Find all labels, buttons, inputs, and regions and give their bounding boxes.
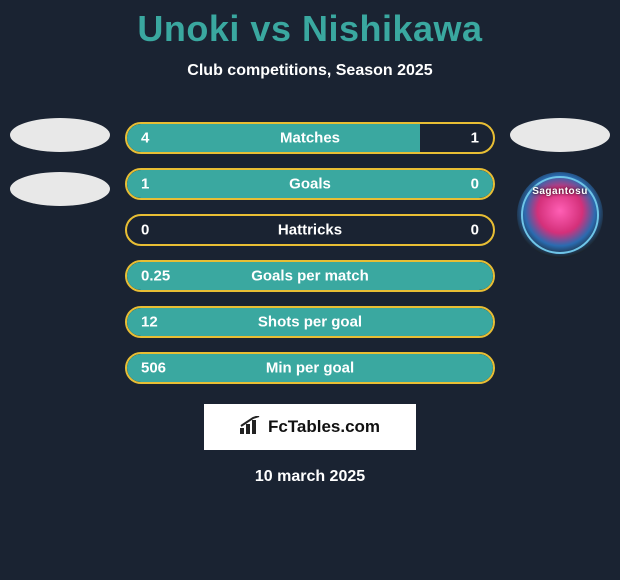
stat-bar-fill [127, 124, 420, 152]
stat-right-value: 0 [471, 222, 479, 239]
stat-bar: 506 Min per goal [125, 352, 495, 384]
stat-bar: 1 Goals 0 [125, 168, 495, 200]
stat-left-value: 12 [141, 314, 158, 331]
stat-left-value: 4 [141, 130, 149, 147]
placeholder-ellipse [10, 118, 110, 152]
stat-left-value: 1 [141, 176, 149, 193]
footer-brand-text: FcTables.com [268, 417, 380, 437]
subtitle: Club competitions, Season 2025 [0, 62, 620, 80]
stat-bar: 4 Matches 1 [125, 122, 495, 154]
chart-icon [240, 416, 262, 439]
placeholder-ellipse [10, 172, 110, 206]
stat-left-value: 0 [141, 222, 149, 239]
footer-brand-badge[interactable]: FcTables.com [204, 404, 416, 450]
stat-bar: 0.25 Goals per match [125, 260, 495, 292]
stat-label: Goals [289, 176, 331, 193]
player-right-badges: Sagantosu [510, 118, 610, 258]
date-text: 10 march 2025 [0, 468, 620, 486]
stat-bar: 0 Hattricks 0 [125, 214, 495, 246]
stat-left-value: 506 [141, 360, 166, 377]
stat-row: 0.25 Goals per match [0, 260, 620, 292]
club-logo-right: Sagantosu [517, 172, 603, 258]
stat-row: 506 Min per goal [0, 352, 620, 384]
page-title: Unoki vs Nishikawa [0, 0, 620, 50]
stat-label: Matches [280, 130, 340, 147]
stat-label: Goals per match [251, 268, 369, 285]
stat-right-value: 1 [471, 130, 479, 147]
stat-bar: 12 Shots per goal [125, 306, 495, 338]
stat-right-value: 0 [471, 176, 479, 193]
placeholder-ellipse [510, 118, 610, 152]
stat-label: Shots per goal [258, 314, 362, 331]
stat-label: Hattricks [278, 222, 342, 239]
stat-row: 12 Shots per goal [0, 306, 620, 338]
player-left-badges [10, 118, 110, 226]
stat-label: Min per goal [266, 360, 354, 377]
stat-left-value: 0.25 [141, 268, 170, 285]
club-logo-text: Sagantosu [532, 186, 588, 197]
